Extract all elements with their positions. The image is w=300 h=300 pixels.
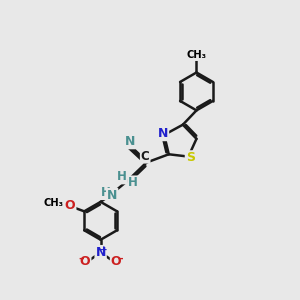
- Text: N: N: [107, 189, 117, 202]
- Text: N: N: [95, 246, 106, 259]
- Text: S: S: [186, 151, 195, 164]
- Text: H: H: [101, 186, 111, 199]
- Text: O: O: [65, 199, 75, 212]
- Text: O: O: [80, 255, 91, 268]
- Text: –: –: [78, 254, 84, 264]
- Text: CH₃: CH₃: [187, 50, 207, 60]
- Text: +: +: [100, 245, 107, 254]
- Text: O: O: [111, 255, 122, 268]
- Text: N: N: [158, 127, 168, 140]
- Text: H: H: [128, 176, 138, 189]
- Text: H: H: [116, 170, 126, 183]
- Text: –: –: [117, 254, 123, 264]
- Text: CH₃: CH₃: [44, 199, 64, 208]
- Text: N: N: [125, 135, 135, 148]
- Text: C: C: [141, 150, 150, 163]
